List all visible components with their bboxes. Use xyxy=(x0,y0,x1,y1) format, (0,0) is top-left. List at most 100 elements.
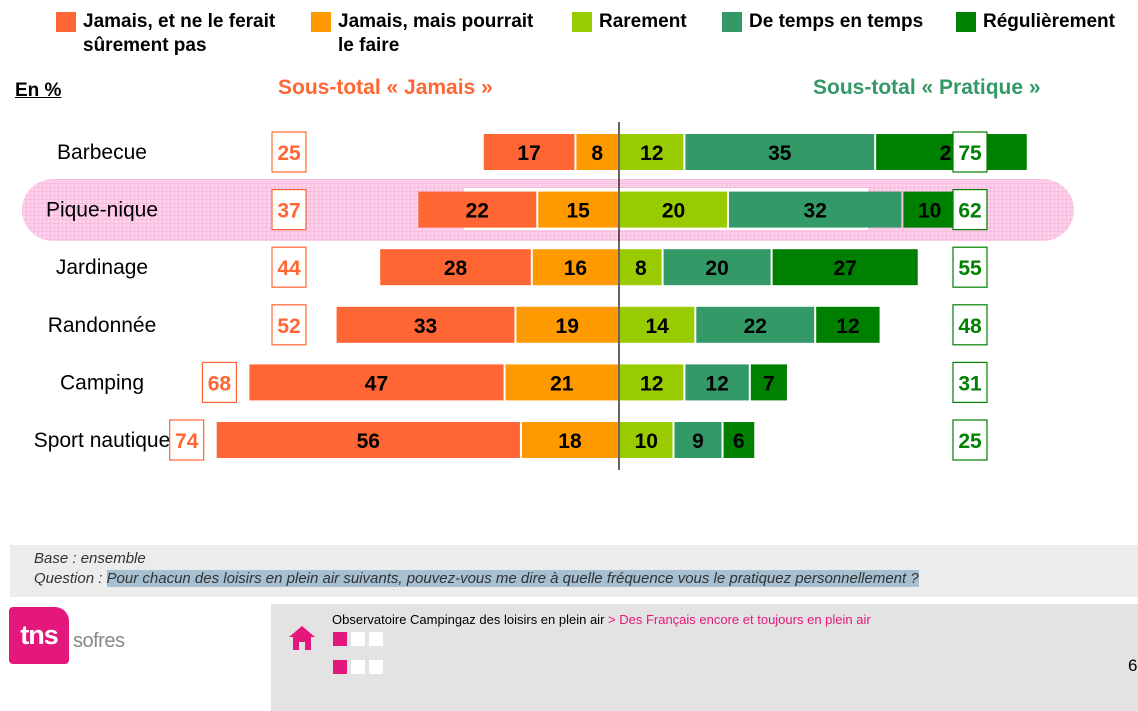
legend-swatch xyxy=(722,12,742,32)
bar-value-label: 12 xyxy=(836,315,859,338)
subtotal-never-box xyxy=(271,131,307,173)
legend-swatch xyxy=(572,12,592,32)
subtotal-never-value: 52 xyxy=(277,315,300,338)
subtotal-never-value: 74 xyxy=(175,430,199,453)
bar-value-label: 12 xyxy=(640,372,663,395)
bar-value-label: 22 xyxy=(744,315,767,338)
bar-segment xyxy=(663,249,771,286)
bar-value-label: 27 xyxy=(833,257,856,280)
category-label: Pique-nique xyxy=(46,199,158,222)
bar-value-label: 14 xyxy=(645,315,669,338)
nav-square[interactable] xyxy=(351,632,365,646)
category-label: Sport nautique xyxy=(34,429,171,452)
legend-label: Régulièrement xyxy=(983,11,1115,32)
legend-swatch xyxy=(956,12,976,32)
bar-value-label: 35 xyxy=(768,142,792,165)
bar-value-label: 33 xyxy=(414,315,437,338)
bar-segment xyxy=(418,191,537,228)
home-icon[interactable] xyxy=(288,625,316,651)
nav-indicator-row-1 xyxy=(333,632,383,646)
bar-segment xyxy=(903,191,956,228)
bar-value-label: 56 xyxy=(357,430,380,453)
bar-value-label: 7 xyxy=(763,372,775,395)
subtotal-practice-header: Sous-total « Pratique » xyxy=(813,76,1041,99)
bar-value-label: 10 xyxy=(635,430,658,453)
bar-value-label: 8 xyxy=(591,142,603,165)
nav-square[interactable] xyxy=(369,632,383,646)
bar-value-label: 10 xyxy=(918,200,941,223)
bar-value-label: 47 xyxy=(365,372,388,395)
nav-square-active[interactable] xyxy=(333,632,347,646)
bar-segment xyxy=(620,364,684,401)
legend-label: Jamais, mais pourrait le faire xyxy=(338,11,534,56)
subtotal-practice-value: 48 xyxy=(958,315,982,338)
legend-item-never-could: Jamais, mais pourrait le faire xyxy=(311,10,533,58)
footer-breadcrumb: Observatoire Campingaz des loisirs en pl… xyxy=(332,612,871,627)
subtotal-never-header: Sous-total « Jamais » xyxy=(278,76,493,99)
sofres-logo: sofres xyxy=(73,630,125,652)
bar-value-label: 20 xyxy=(705,257,728,280)
subtotal-practice-value: 25 xyxy=(958,430,982,453)
bar-segment xyxy=(336,306,515,343)
bar-value-label: 8 xyxy=(635,257,647,280)
bar-segment xyxy=(723,422,755,458)
bar-segment xyxy=(674,422,722,458)
subtotal-never-box xyxy=(271,246,307,288)
legend-item-regularly: Régulièrement xyxy=(956,10,1115,34)
category-label: Barbecue xyxy=(57,141,147,164)
subtotal-never-box xyxy=(201,361,237,403)
bar-segment xyxy=(729,191,902,228)
subtotal-practice-box xyxy=(952,188,988,231)
bar-value-label: 19 xyxy=(556,315,579,338)
bar-value-label: 16 xyxy=(564,257,587,280)
bar-value-label: 32 xyxy=(804,200,827,223)
bar-segment xyxy=(516,306,618,343)
subtotal-practice-box xyxy=(952,304,988,346)
nav-square-active[interactable] xyxy=(333,660,347,674)
legend-item-never-wont: Jamais, et ne le ferait sûrement pas xyxy=(56,10,275,58)
subtotal-practice-box xyxy=(952,131,988,173)
bar-segment xyxy=(620,134,684,170)
bar-value-label: 17 xyxy=(517,142,540,165)
base-note: Base : ensemble xyxy=(34,550,146,567)
bar-segment xyxy=(216,422,520,458)
question-prefix: Question : xyxy=(34,570,107,587)
legend-label: De temps en temps xyxy=(749,11,924,32)
nav-square[interactable] xyxy=(369,660,383,674)
bar-segment xyxy=(620,306,695,343)
bar-segment xyxy=(505,364,618,401)
subtotal-practice-value: 75 xyxy=(958,142,982,165)
bar-segment xyxy=(685,364,749,401)
bar-segment xyxy=(576,134,618,170)
tns-logo: tns xyxy=(9,607,69,664)
bar-segment xyxy=(750,364,787,401)
legend-swatch xyxy=(56,12,76,32)
bar-value-label: 15 xyxy=(566,200,590,223)
page-number: 6 xyxy=(1128,656,1138,675)
bar-value-label: 22 xyxy=(466,200,489,223)
bar-segment xyxy=(696,306,815,343)
bar-segment xyxy=(816,306,880,343)
nav-indicator-row-2 xyxy=(333,660,383,674)
footer-section: > Des Français encore et toujours en ple… xyxy=(604,612,871,627)
nav-square[interactable] xyxy=(351,660,365,674)
bar-segment xyxy=(249,364,504,401)
bar-segment xyxy=(380,249,531,286)
subtotal-practice-box xyxy=(952,419,988,461)
bar-segment xyxy=(620,191,727,228)
bar-value-label: 18 xyxy=(558,430,582,453)
subtotal-never-value: 44 xyxy=(277,257,301,280)
bar-value-label: 28 xyxy=(444,257,468,280)
bar-segment xyxy=(538,191,618,228)
bar-segment xyxy=(521,422,618,458)
subtotal-practice-box xyxy=(952,361,988,403)
unit-label: En % xyxy=(15,80,62,101)
subtotal-never-value: 25 xyxy=(277,142,301,165)
bar-value-label: 20 xyxy=(662,200,685,223)
footer-panel xyxy=(271,604,1138,711)
legend-swatch xyxy=(311,12,331,32)
category-label: Jardinage xyxy=(56,256,148,279)
subtotal-practice-value: 62 xyxy=(958,200,981,223)
bar-value-label: 6 xyxy=(733,430,745,453)
legend-label: Jamais, et ne le ferait sûrement pas xyxy=(83,11,276,56)
